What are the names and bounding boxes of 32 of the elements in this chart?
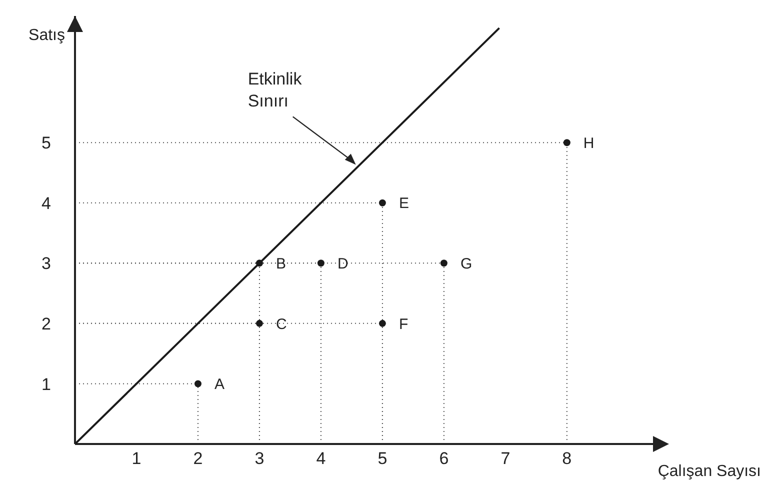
- y-tick-label: 1: [42, 374, 51, 394]
- series-label: C: [276, 316, 287, 333]
- series-label: D: [337, 255, 348, 272]
- x-tick-label: 8: [562, 449, 572, 468]
- series-label: A: [214, 376, 225, 394]
- point: [256, 260, 263, 267]
- point: [563, 139, 570, 146]
- point: [378, 199, 386, 206]
- point: [194, 380, 202, 388]
- point: [440, 260, 448, 267]
- point: [317, 260, 324, 267]
- x-tick-label: 2: [193, 449, 203, 468]
- x-tick-label: 5: [378, 449, 388, 468]
- series-label: H: [583, 134, 594, 152]
- x-tick-label: 7: [500, 449, 510, 468]
- point: [256, 320, 263, 327]
- annotation: Etkinlik Sınırı: [248, 70, 302, 111]
- x-tick-label: 6: [439, 449, 449, 468]
- x-tick-label: 3: [254, 449, 264, 468]
- y-tick-label: 5: [42, 134, 51, 153]
- series-label: B: [276, 255, 286, 272]
- y-tick-label: 2: [42, 314, 51, 334]
- series-label: E: [398, 195, 409, 212]
- x-tick-label: 4: [316, 449, 326, 468]
- series-label: F: [398, 316, 408, 333]
- point: [378, 320, 386, 327]
- series-label: G: [460, 255, 472, 272]
- y-axis-title: Satış: [28, 27, 65, 44]
- y-tick-label: 4: [42, 194, 51, 213]
- x-tick-label: 1: [132, 449, 142, 468]
- x-axis-title: Çalışan Sayısı: [658, 463, 761, 480]
- y-tick-label: 3: [42, 254, 51, 274]
